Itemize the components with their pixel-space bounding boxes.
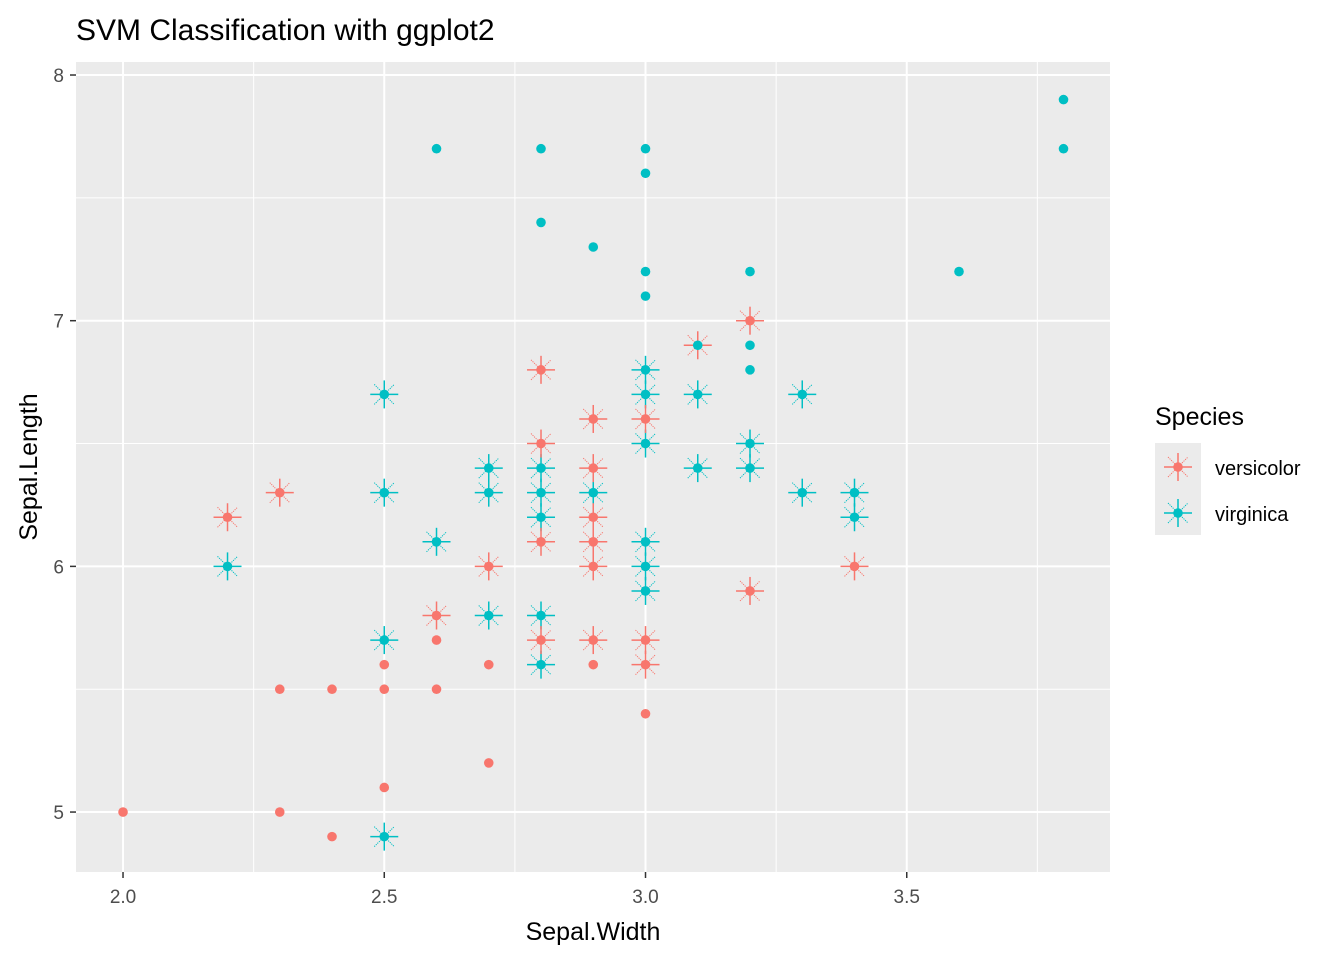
data-point-virginica (640, 365, 651, 375)
data-point-versicolor (431, 684, 442, 695)
data-point-versicolor (483, 758, 494, 768)
data-point-virginica (379, 831, 390, 842)
y-tick-label: 6 (53, 557, 64, 578)
data-point-virginica (640, 438, 651, 449)
data-point-virginica (640, 586, 651, 596)
data-point-versicolor (379, 659, 390, 670)
data-point-virginica (640, 561, 651, 572)
data-point-virginica (745, 365, 755, 375)
data-point-virginica (536, 512, 546, 523)
x-axis-label: Sepal.Width (526, 918, 661, 946)
data-point-versicolor (274, 684, 285, 695)
data-point-versicolor (327, 831, 337, 842)
data-point-versicolor (483, 561, 494, 572)
data-point-virginica (431, 537, 442, 547)
data-point-virginica (536, 217, 546, 228)
x-tick-label: 3.0 (632, 887, 658, 908)
data-point-virginica (379, 389, 390, 400)
y-tick-label: 7 (53, 312, 64, 333)
x-tick-label: 2.0 (110, 887, 136, 908)
data-point-virginica (379, 487, 390, 498)
data-point-versicolor (588, 512, 599, 523)
data-point-virginica (692, 340, 703, 351)
points (118, 94, 1069, 851)
data-point-virginica (588, 242, 599, 252)
data-point-virginica (1058, 143, 1069, 154)
y-tick-label: 5 (53, 803, 64, 824)
y-axis-label: Sepal.Length (15, 393, 43, 540)
data-point-virginica (1058, 94, 1069, 105)
data-point-versicolor (536, 537, 546, 547)
data-point-versicolor (745, 586, 755, 596)
data-point-virginica (222, 561, 233, 572)
data-point-virginica (640, 266, 651, 277)
data-point-versicolor (431, 635, 442, 645)
data-point-virginica (536, 659, 546, 670)
data-point-virginica (745, 463, 755, 473)
data-point-virginica (536, 487, 546, 498)
data-point-versicolor (588, 463, 599, 473)
data-point-virginica (431, 143, 442, 154)
data-point-virginica (849, 512, 860, 523)
data-point-virginica (483, 610, 494, 621)
data-point-versicolor (588, 414, 599, 424)
data-point-versicolor (536, 635, 546, 645)
x-tick-label: 3.5 (894, 887, 920, 908)
data-point-versicolor (536, 438, 546, 449)
data-point-virginica (797, 389, 808, 400)
data-point-versicolor (849, 561, 860, 572)
data-point-versicolor (274, 807, 285, 817)
data-point-versicolor (640, 414, 651, 424)
data-point-virginica (797, 487, 808, 498)
data-point-versicolor (640, 659, 651, 670)
data-point-virginica (379, 635, 390, 645)
data-point-virginica (640, 389, 651, 400)
data-point-virginica (588, 487, 599, 498)
data-point-virginica (640, 291, 651, 301)
data-point-versicolor (640, 635, 651, 645)
chart-title: SVM Classification with ggplot2 (76, 14, 495, 47)
data-point-versicolor (588, 561, 599, 572)
data-point-versicolor (431, 610, 442, 621)
data-point-virginica (745, 438, 755, 449)
data-point-versicolor (379, 782, 390, 793)
data-point-virginica (745, 266, 755, 277)
legend-label-versicolor: versicolor (1215, 458, 1301, 480)
data-point-virginica (536, 610, 546, 621)
data-point-virginica (954, 266, 964, 277)
data-point-versicolor (379, 684, 390, 695)
data-point-versicolor (536, 365, 546, 375)
data-point-virginica (640, 143, 651, 154)
y-tick-label: 8 (53, 66, 64, 87)
data-point-versicolor (118, 807, 128, 817)
data-point-versicolor (588, 659, 599, 670)
data-point-versicolor (483, 659, 494, 670)
data-point-virginica (692, 389, 703, 400)
data-point-versicolor (588, 537, 599, 547)
legend: Species versicolor virginica (1155, 403, 1301, 535)
data-point-virginica (483, 487, 494, 498)
x-tick-label: 2.5 (371, 887, 397, 908)
axes: 2.0 2.5 3.0 3.5 5 6 7 8 (53, 66, 920, 908)
legend-title: Species (1155, 403, 1244, 431)
data-point-virginica (745, 340, 755, 351)
legend-label-virginica: virginica (1215, 504, 1289, 526)
legend-dot-virginica (1173, 508, 1183, 518)
data-point-versicolor (745, 315, 755, 326)
data-point-virginica (692, 463, 703, 473)
data-point-virginica (849, 487, 860, 498)
data-point-virginica (640, 168, 651, 179)
data-point-versicolor (640, 708, 651, 719)
data-point-versicolor (222, 512, 233, 523)
data-point-versicolor (588, 635, 599, 645)
data-point-virginica (536, 143, 546, 154)
data-point-versicolor (327, 684, 337, 695)
data-point-virginica (640, 537, 651, 547)
data-point-versicolor (274, 487, 285, 498)
legend-dot-versicolor (1173, 462, 1183, 472)
data-point-virginica (536, 463, 546, 473)
gridlines (76, 62, 1110, 872)
data-point-virginica (483, 463, 494, 473)
